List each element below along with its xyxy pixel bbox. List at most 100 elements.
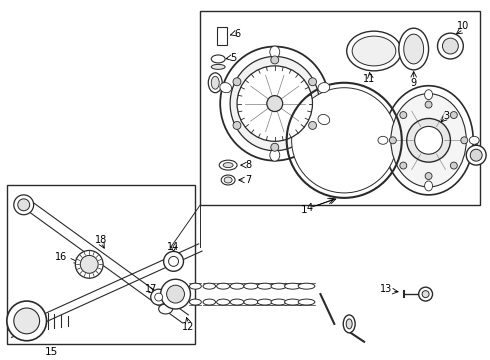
Circle shape — [151, 289, 167, 305]
Ellipse shape — [217, 283, 230, 289]
Text: 2: 2 — [473, 138, 479, 148]
Circle shape — [161, 279, 191, 309]
Text: 9: 9 — [411, 78, 417, 88]
Circle shape — [169, 256, 178, 266]
Text: 1: 1 — [301, 205, 308, 215]
Circle shape — [233, 121, 241, 129]
Ellipse shape — [211, 55, 225, 63]
Ellipse shape — [384, 86, 473, 195]
Circle shape — [450, 112, 457, 118]
Text: 7: 7 — [245, 175, 251, 185]
Ellipse shape — [469, 136, 479, 144]
Circle shape — [415, 126, 442, 154]
Ellipse shape — [378, 136, 388, 144]
Circle shape — [14, 308, 40, 334]
Ellipse shape — [224, 177, 232, 183]
Ellipse shape — [285, 283, 301, 289]
Text: 8: 8 — [245, 160, 251, 170]
Circle shape — [233, 78, 241, 86]
Circle shape — [14, 195, 34, 215]
Ellipse shape — [352, 36, 396, 66]
Text: 11: 11 — [363, 74, 375, 84]
Ellipse shape — [346, 319, 352, 329]
Bar — [7, 185, 196, 344]
Circle shape — [271, 56, 279, 64]
Ellipse shape — [244, 299, 258, 305]
Circle shape — [400, 162, 407, 169]
Ellipse shape — [298, 299, 315, 305]
Circle shape — [18, 199, 30, 211]
Ellipse shape — [211, 76, 219, 89]
Text: 14: 14 — [168, 243, 180, 252]
Circle shape — [400, 112, 407, 118]
Ellipse shape — [220, 82, 232, 93]
Circle shape — [7, 301, 47, 341]
Ellipse shape — [190, 299, 201, 305]
Ellipse shape — [347, 31, 401, 71]
Ellipse shape — [217, 299, 230, 305]
Ellipse shape — [343, 315, 355, 333]
Circle shape — [237, 66, 313, 141]
Ellipse shape — [190, 283, 201, 289]
Circle shape — [418, 287, 433, 301]
Text: 17: 17 — [145, 284, 157, 294]
Circle shape — [75, 251, 103, 278]
Circle shape — [271, 143, 279, 151]
Ellipse shape — [271, 299, 287, 305]
Ellipse shape — [221, 175, 235, 185]
Text: 4: 4 — [306, 203, 313, 213]
Ellipse shape — [230, 57, 319, 151]
Ellipse shape — [425, 181, 433, 191]
Circle shape — [292, 88, 397, 193]
Circle shape — [470, 149, 482, 161]
Ellipse shape — [244, 283, 258, 289]
Circle shape — [438, 33, 464, 59]
Circle shape — [466, 145, 486, 165]
Ellipse shape — [203, 283, 216, 289]
Ellipse shape — [230, 299, 244, 305]
Text: 5: 5 — [230, 53, 236, 63]
Text: 16: 16 — [55, 252, 68, 262]
Text: 15: 15 — [45, 347, 58, 357]
Text: 13: 13 — [380, 284, 392, 294]
Ellipse shape — [220, 46, 329, 161]
Circle shape — [390, 137, 396, 144]
Ellipse shape — [270, 149, 280, 161]
Ellipse shape — [203, 299, 216, 305]
Ellipse shape — [208, 73, 222, 93]
Circle shape — [80, 255, 98, 273]
Ellipse shape — [257, 299, 272, 305]
Ellipse shape — [219, 160, 237, 170]
Circle shape — [167, 285, 184, 303]
Ellipse shape — [391, 94, 466, 187]
Circle shape — [450, 162, 457, 169]
Ellipse shape — [223, 163, 233, 168]
Circle shape — [422, 291, 429, 298]
Circle shape — [407, 118, 450, 162]
Ellipse shape — [270, 46, 280, 58]
Circle shape — [425, 101, 432, 108]
Circle shape — [425, 172, 432, 180]
Ellipse shape — [425, 90, 433, 100]
Ellipse shape — [318, 114, 330, 125]
Circle shape — [267, 96, 283, 112]
Ellipse shape — [318, 82, 330, 93]
Text: 6: 6 — [234, 29, 240, 39]
Circle shape — [155, 293, 163, 301]
Ellipse shape — [285, 299, 301, 305]
Circle shape — [164, 251, 183, 271]
Text: 18: 18 — [95, 234, 107, 244]
Ellipse shape — [404, 34, 424, 64]
Circle shape — [309, 78, 317, 86]
Text: 12: 12 — [182, 322, 195, 332]
Ellipse shape — [399, 28, 429, 70]
Ellipse shape — [230, 283, 244, 289]
Circle shape — [461, 137, 468, 144]
Circle shape — [442, 38, 458, 54]
Text: 10: 10 — [457, 21, 469, 31]
Text: 3: 3 — [443, 111, 449, 121]
Bar — [217, 27, 227, 45]
Ellipse shape — [298, 283, 315, 289]
Ellipse shape — [211, 64, 225, 69]
Ellipse shape — [271, 283, 287, 289]
